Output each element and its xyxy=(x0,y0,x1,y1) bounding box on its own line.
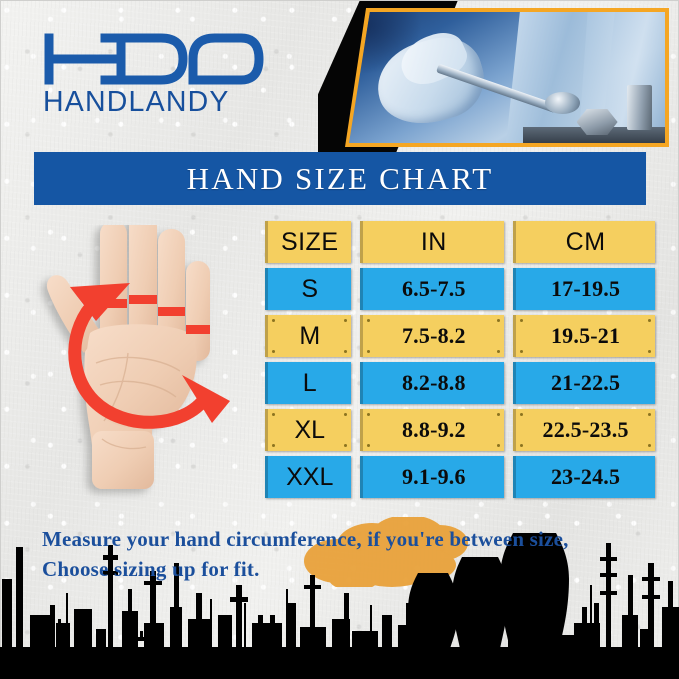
gloved-hand-holding-wrench-photo xyxy=(349,12,665,143)
cell-text: 19.5-21 xyxy=(550,323,621,348)
table-header-row: SIZE IN CM xyxy=(265,221,655,263)
column-header-size: SIZE xyxy=(265,221,352,263)
note-line-1: Measure your hand circumference, if you'… xyxy=(42,527,569,551)
table-row: XXL 9.1-9.6 23-24.5 xyxy=(265,456,655,498)
industrial-refinery-silhouette xyxy=(0,533,679,679)
cell-cm: 23-24.5 xyxy=(513,456,655,498)
hand-shape xyxy=(47,213,210,489)
cell-size: XL xyxy=(265,409,352,451)
brand-logo: HANDLANDY xyxy=(43,30,273,125)
size-chart-table: SIZE IN CM S 6.5-7.5 17-19.5 M 7.5-8.2 1… xyxy=(265,221,655,498)
sizing-note: Measure your hand circumference, if you'… xyxy=(42,524,642,584)
table-row: S 6.5-7.5 17-19.5 xyxy=(265,268,655,310)
cell-cm: 17-19.5 xyxy=(513,268,655,310)
cell-text: 8.8-9.2 xyxy=(401,417,466,442)
cell-in: 6.5-7.5 xyxy=(360,268,505,310)
measure-arrow-icon xyxy=(68,283,230,429)
cell-cm: 22.5-23.5 xyxy=(513,409,655,451)
cell-in: 7.5-8.2 xyxy=(360,315,505,357)
table-row: L 8.2-8.8 21-22.5 xyxy=(265,362,655,404)
cell-text: M xyxy=(299,321,321,350)
handlandy-hd-monogram-icon xyxy=(44,33,264,85)
table-row: XL 8.8-9.2 22.5-23.5 xyxy=(265,409,655,451)
note-line-2: Choose sizing up for fit. xyxy=(42,557,260,581)
cell-size: L xyxy=(265,362,352,404)
cell-size: XXL xyxy=(265,456,352,498)
brand-wordmark: HANDLANDY xyxy=(43,86,230,118)
column-header-cm: CM xyxy=(513,221,655,263)
cell-cm: 19.5-21 xyxy=(513,315,655,357)
page-title: HAND SIZE CHART xyxy=(186,160,494,196)
column-header-in: IN xyxy=(360,221,505,263)
hand-circumference-diagram xyxy=(34,213,254,510)
cell-in: 8.2-8.8 xyxy=(360,362,505,404)
cell-size: M xyxy=(265,315,352,357)
cell-text: XL xyxy=(294,415,326,444)
cell-in: 8.8-9.2 xyxy=(360,409,505,451)
smoke-plume xyxy=(304,517,468,587)
table-row: M 7.5-8.2 19.5-21 xyxy=(265,315,655,357)
cell-text: 22.5-23.5 xyxy=(542,417,629,442)
cell-text: 7.5-8.2 xyxy=(401,323,466,348)
cell-size: S xyxy=(265,268,352,310)
cell-in: 9.1-9.6 xyxy=(360,456,505,498)
cell-cm: 21-22.5 xyxy=(513,362,655,404)
title-banner: HAND SIZE CHART xyxy=(34,152,646,205)
